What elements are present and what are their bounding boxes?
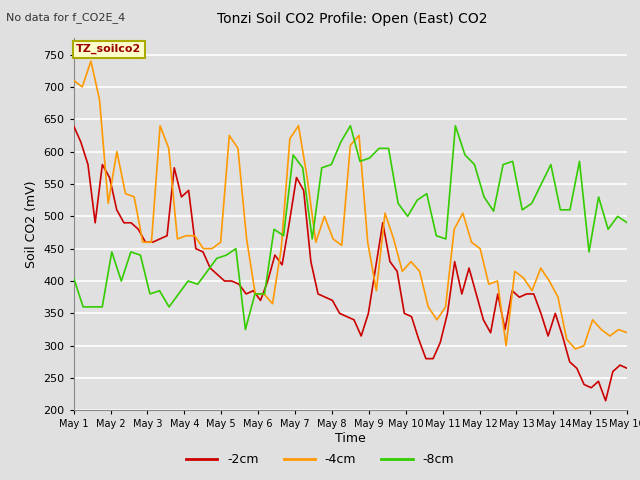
- Y-axis label: Soil CO2 (mV): Soil CO2 (mV): [25, 180, 38, 268]
- X-axis label: Time: Time: [335, 432, 366, 445]
- Text: No data for f_CO2E_4: No data for f_CO2E_4: [6, 12, 125, 23]
- Text: Tonzi Soil CO2 Profile: Open (East) CO2: Tonzi Soil CO2 Profile: Open (East) CO2: [217, 12, 487, 26]
- Legend: -2cm, -4cm, -8cm: -2cm, -4cm, -8cm: [181, 448, 459, 471]
- Text: TZ_soilco2: TZ_soilco2: [76, 44, 141, 54]
